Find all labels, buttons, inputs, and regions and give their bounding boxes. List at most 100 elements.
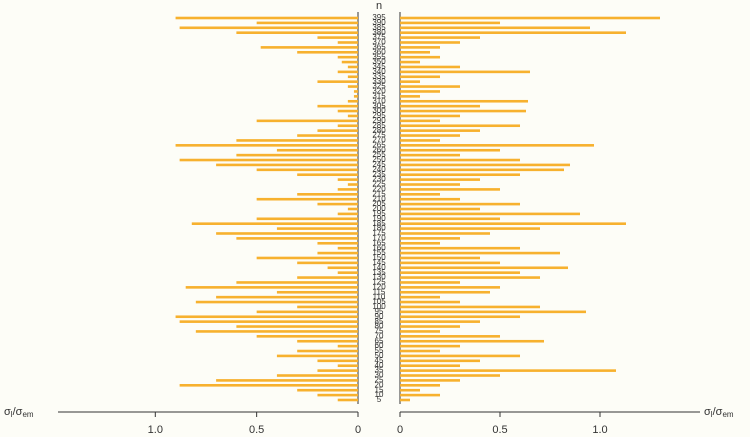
bar (400, 70, 530, 74)
bar (216, 295, 358, 299)
bar (236, 237, 358, 240)
bar (256, 119, 358, 123)
bar (400, 256, 480, 260)
bar (347, 114, 358, 118)
bar (297, 276, 358, 279)
bar (400, 212, 580, 216)
bar (400, 295, 440, 299)
bar (400, 129, 480, 132)
x-tick-label: 1.0 (592, 424, 607, 436)
bar (256, 21, 358, 25)
y-tick-label: 235 (372, 170, 386, 179)
x-tick-label: 0 (355, 424, 361, 436)
y-tick-label: 270 (372, 136, 386, 145)
bar (337, 188, 358, 191)
y-tick-label: 20 (375, 380, 384, 389)
y-tick-label: 210 (372, 194, 386, 203)
y-tick-label: 355 (372, 52, 386, 61)
bar (400, 398, 410, 402)
y-tick-label: 5 (377, 395, 382, 404)
bar (400, 46, 440, 49)
bar (400, 50, 430, 54)
y-tick-label: 230 (372, 175, 386, 184)
bar (400, 85, 460, 88)
y-tick-label: 100 (372, 302, 386, 311)
y-tick-label: 135 (372, 268, 386, 277)
bar (236, 139, 358, 142)
y-tick-label: 225 (372, 180, 386, 189)
bar (236, 31, 358, 34)
y-tick-label: 205 (372, 199, 386, 208)
bar (175, 144, 358, 147)
bar (317, 393, 358, 397)
bar (400, 384, 440, 387)
bar (327, 266, 358, 270)
bar (256, 310, 358, 314)
bar (400, 305, 540, 309)
y-tick-label: 305 (372, 101, 386, 110)
bar (400, 55, 440, 59)
bar (337, 124, 358, 128)
bar (400, 217, 500, 221)
bar (400, 227, 540, 230)
y-tick-label: 245 (372, 160, 386, 169)
y-tick-label: 65 (375, 336, 384, 345)
bar (216, 379, 358, 382)
bar (347, 75, 358, 79)
bar (400, 60, 420, 64)
y-tick-label: 165 (372, 238, 386, 247)
y-tick-label: 15 (375, 385, 384, 394)
bar (317, 251, 358, 255)
bar (400, 237, 460, 240)
bar (191, 222, 358, 225)
bar (337, 364, 358, 368)
bar (256, 197, 358, 201)
y-tick-label: 255 (372, 150, 386, 159)
bar (400, 90, 440, 93)
y-tick-label: 240 (372, 165, 386, 174)
y-tick-label: 175 (372, 229, 386, 238)
bar (400, 75, 440, 79)
bar (400, 21, 500, 25)
x-tick-label: 0.5 (492, 424, 507, 436)
bar (400, 315, 520, 319)
y-tick-label: 30 (375, 371, 384, 380)
bar (179, 158, 358, 162)
x-axis-label: σl/σem (4, 406, 34, 419)
bar (195, 300, 358, 304)
bar (317, 369, 358, 372)
bar (337, 246, 358, 250)
bar (400, 16, 660, 20)
bar (276, 354, 358, 358)
bar (400, 320, 480, 323)
y-tick-label: 40 (375, 361, 384, 370)
bar (400, 36, 480, 39)
bar (400, 183, 460, 186)
y-tick-label: 310 (372, 96, 386, 105)
bar (179, 26, 358, 30)
y-tick-label: 145 (372, 258, 386, 267)
y-tick-label: 215 (372, 189, 386, 198)
bar (400, 330, 440, 333)
bar (317, 202, 358, 206)
bar (400, 197, 460, 201)
bar (276, 227, 358, 230)
bar (400, 374, 500, 377)
bar (297, 349, 358, 353)
bar (175, 315, 358, 319)
y-tick-label: 295 (372, 111, 386, 120)
bar (400, 168, 564, 172)
bar (276, 290, 358, 294)
bar (297, 305, 358, 309)
bar (400, 144, 594, 147)
x-tick-label: 1.0 (148, 424, 163, 436)
bar (400, 290, 490, 294)
bar (400, 109, 526, 113)
y-tick-label: 70 (375, 331, 384, 340)
y-tick-label: 95 (375, 307, 384, 316)
bar (400, 335, 500, 338)
y-tick-label: 85 (375, 317, 384, 326)
bar (297, 50, 358, 54)
